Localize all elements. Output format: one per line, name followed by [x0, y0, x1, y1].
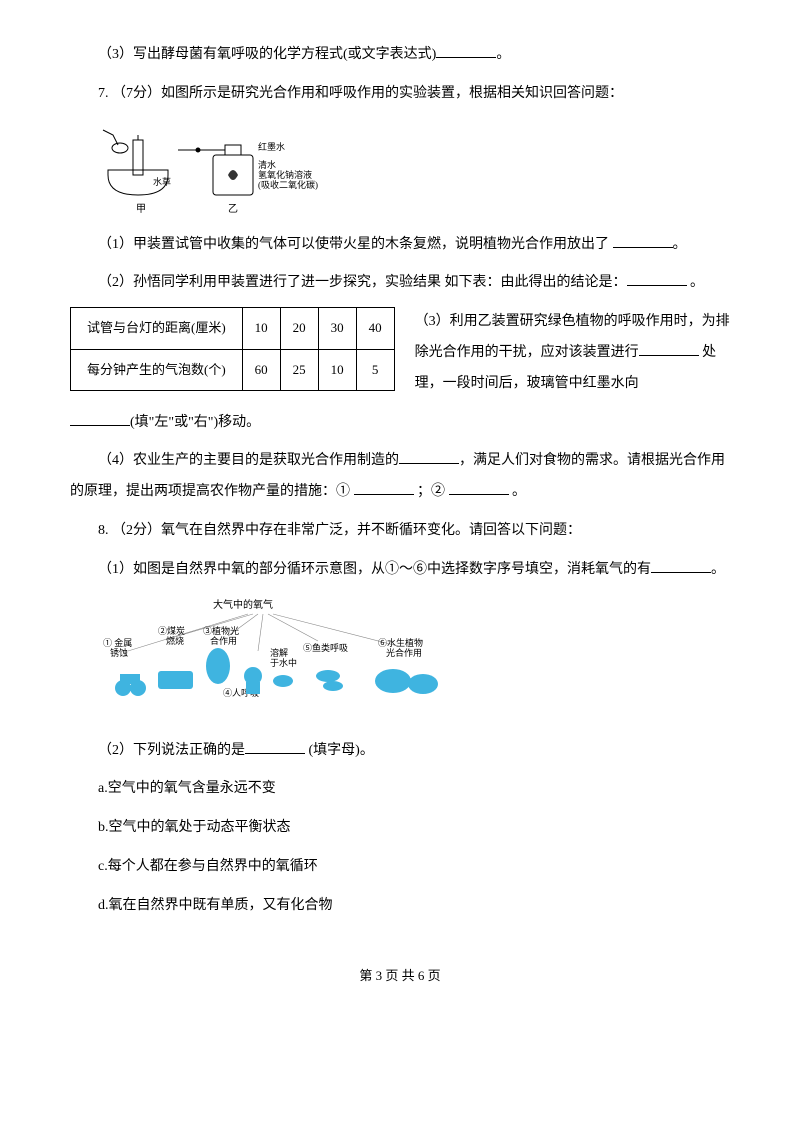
q8-stem: 8. （2分）氧气在自然界中存在非常广泛，并不断循环变化。请回答以下问题：	[70, 516, 730, 547]
d2-n1-a: ① 金属	[103, 637, 132, 648]
data-table: 试管与台灯的距离(厘米) 10 20 30 40 每分钟产生的气泡数(个) 60…	[70, 307, 395, 391]
q7-1-prefix: （1）甲装置试管中收集的气体可以使带火星的木条复燃，说明植物光合作用放出了	[98, 237, 613, 252]
table-row: 每分钟产生的气泡数(个) 60 25 10 5	[71, 349, 395, 391]
blank-field[interactable]	[627, 270, 687, 287]
q8-2: （2）下列说法正确的是 (填字母)。	[70, 736, 730, 767]
q7-2: （2）孙悟同学利用甲装置进行了进一步探究，实验结果 如下表：由此得出的结论是： …	[70, 268, 730, 299]
option-c: c.每个人都在参与自然界中的氧循环	[70, 852, 730, 883]
q6-3-text: （3）写出酵母菌有氧呼吸的化学方程式(或文字表达式) 。	[70, 40, 730, 71]
d2-n6-b: 光合作用	[386, 647, 422, 658]
d2-n3-a: ③植物光	[203, 625, 239, 636]
q8-1-prefix: （1）如图是自然界中氧的部分循环示意图，从①～⑥中选择数字序号填空，消耗氧气的有	[98, 562, 651, 577]
q7-2-suffix: 。	[687, 275, 705, 290]
blank-field[interactable]	[354, 478, 414, 495]
label-redink: 红墨水	[258, 141, 285, 152]
blank-field[interactable]	[613, 231, 673, 248]
th-distance: 试管与台灯的距离(厘米)	[71, 308, 243, 350]
label-sol3: (吸收二氧化碳)	[258, 179, 318, 190]
q6-3-prefix: （3）写出酵母菌有氧呼吸的化学方程式(或文字表达式)	[98, 47, 436, 62]
label-spinach: 水草	[153, 176, 171, 187]
blank-field[interactable]	[449, 478, 509, 495]
q7-stem: 7. （7分）如图所示是研究光合作用和呼吸作用的实验装置，根据相关知识回答问题：	[70, 79, 730, 110]
td: 30	[318, 308, 356, 350]
blank-field[interactable]	[70, 409, 130, 426]
q8-1-suffix: 。	[711, 562, 725, 577]
d2-n2-b: 燃烧	[166, 635, 184, 646]
label-yi: 乙	[228, 203, 238, 215]
label-sol1: 清水	[258, 159, 276, 170]
q7-3-cont: (填"左"或"右")移动。	[70, 408, 730, 439]
q7-1-suffix: 。	[673, 237, 687, 252]
page-footer: 第 3 页 共 6 页	[70, 962, 730, 991]
blank-field[interactable]	[399, 448, 459, 465]
td: 10	[318, 349, 356, 391]
th-bubbles: 每分钟产生的气泡数(个)	[71, 349, 243, 391]
d2-n5a-b: 于水中	[270, 657, 297, 668]
q8-2-prefix: （2）下列说法正确的是	[98, 743, 245, 758]
blank-field[interactable]	[436, 41, 496, 58]
d2-n5: ⑤鱼类呼吸	[303, 642, 348, 653]
blank-field[interactable]	[245, 737, 305, 754]
q7-2-prefix: （2）孙悟同学利用甲装置进行了进一步探究，实验结果 如下表：由此得出的结论是：	[98, 275, 627, 290]
td: 40	[356, 308, 394, 350]
d2-n1-b: 锈蚀	[110, 647, 128, 658]
q7-4d: 。	[509, 484, 527, 499]
option-d: d.氧在自然界中既有单质，又有化合物	[70, 891, 730, 922]
table-row: 试管与台灯的距离(厘米) 10 20 30 40	[71, 308, 395, 350]
d2-n2-a: ②煤炭	[158, 625, 185, 636]
q7-1: （1）甲装置试管中收集的气体可以使带火星的木条复燃，说明植物光合作用放出了 。	[70, 230, 730, 261]
q7-4c: ；②	[414, 484, 449, 499]
q6-3-suffix: 。	[496, 47, 510, 62]
td: 25	[280, 349, 318, 391]
label-sol2: 氢氧化钠溶液	[258, 169, 312, 180]
blank-field[interactable]	[639, 339, 699, 356]
d2-n3-b: 合作用	[210, 635, 237, 646]
option-b: b.空气中的氧处于动态平衡状态	[70, 813, 730, 844]
table-q7-section: 试管与台灯的距离(厘米) 10 20 30 40 每分钟产生的气泡数(个) 60…	[70, 307, 730, 399]
d2-n5a-a: 溶解	[270, 647, 288, 658]
q8-2-suffix: (填字母)。	[305, 743, 374, 758]
td: 10	[242, 308, 280, 350]
label-jia: 甲	[136, 204, 146, 215]
experiment-diagram-1: 红墨水 清水 氢氧化钠溶液 (吸收二氧化碳) 水草 甲 乙	[98, 120, 328, 220]
d2-title: 大气中的氧气	[213, 598, 273, 611]
option-a: a.空气中的氧气含量永远不变	[70, 774, 730, 805]
oxygen-cycle-diagram: 大气中的氧气 ① 金属 锈蚀 ②煤炭 燃烧 ③植物光 合作用 ④人呼吸 溶解 于…	[98, 596, 458, 726]
blank-field[interactable]	[651, 556, 711, 573]
q7-3c: (填"左"或"右")移动。	[130, 415, 260, 430]
td: 20	[280, 308, 318, 350]
td: 60	[242, 349, 280, 391]
q7-4: （4）农业生产的主要目的是获取光合作用制造的，满足人们对食物的需求。请根据光合作…	[70, 446, 730, 508]
d2-n6-a: ⑥水生植物	[378, 637, 423, 648]
td: 5	[356, 349, 394, 391]
q8-1: （1）如图是自然界中氧的部分循环示意图，从①～⑥中选择数字序号填空，消耗氧气的有…	[70, 555, 730, 586]
q7-4a: （4）农业生产的主要目的是获取光合作用制造的	[98, 453, 399, 468]
